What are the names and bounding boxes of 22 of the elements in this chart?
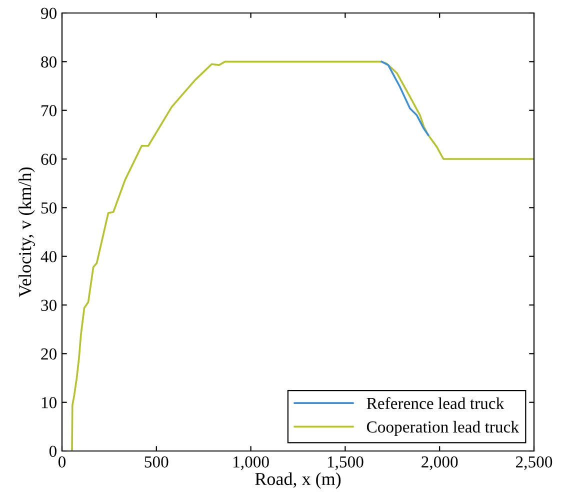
x-tick-label: 500 xyxy=(144,456,168,468)
legend-label: Cooperation lead truck xyxy=(366,420,519,436)
y-tick-label: 60 xyxy=(41,154,57,165)
y-tick-label: 80 xyxy=(41,56,57,68)
x-tick-label: 1,500 xyxy=(328,456,364,470)
y-tick-label: 50 xyxy=(41,202,57,214)
y-tick-label: 30 xyxy=(41,300,57,311)
y-tick-label: 70 xyxy=(42,105,57,116)
x-tick-label: 1,000 xyxy=(234,456,269,470)
x-tick-label: 0 xyxy=(58,456,66,468)
y-axis-title: Velocity, v (km/h) xyxy=(18,167,35,298)
x-tick-label: 2,500 xyxy=(516,456,552,470)
line-series xyxy=(380,60,430,136)
line-series xyxy=(71,60,534,451)
y-tick-label: 20 xyxy=(41,348,57,360)
y-tick-label: 40 xyxy=(40,251,57,262)
legend-label: Reference lead truck xyxy=(366,397,504,410)
y-tick-label: 0 xyxy=(49,446,57,457)
x-tick-label: 2,000 xyxy=(422,456,458,470)
y-tick-label: 10 xyxy=(42,397,57,408)
x-axis-title: Road, x (m) xyxy=(255,472,341,489)
y-tick-label: 90 xyxy=(41,8,57,19)
